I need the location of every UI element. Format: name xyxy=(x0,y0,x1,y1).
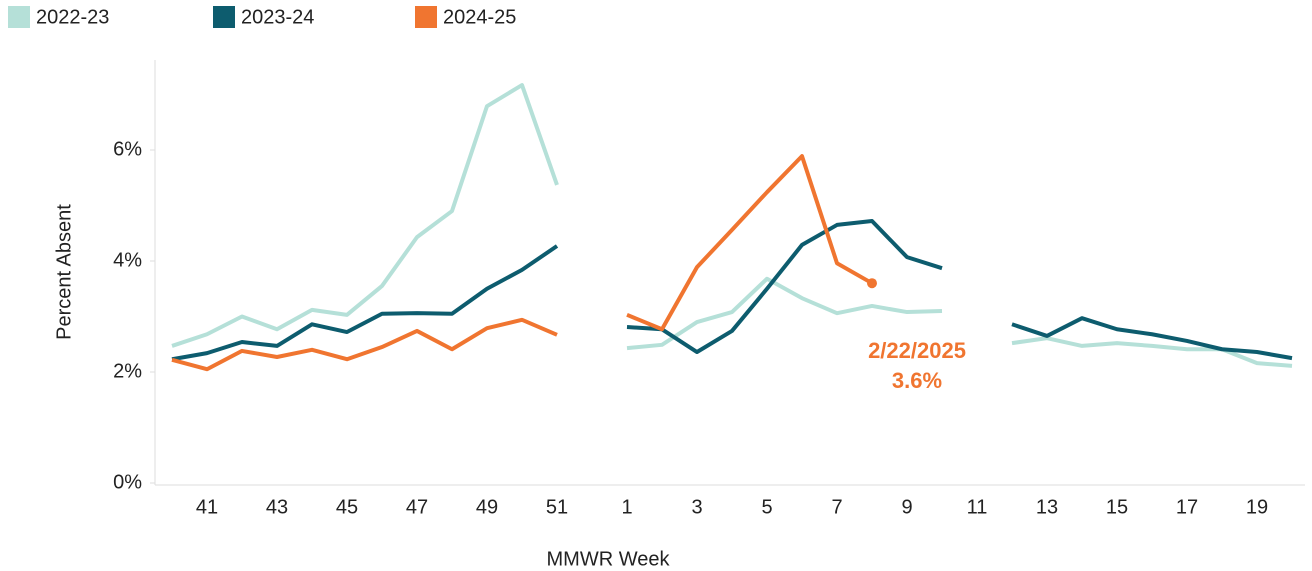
x-tick-label: 15 xyxy=(1106,496,1128,518)
y-tick-label: 0% xyxy=(113,471,142,493)
legend-label: 2023-24 xyxy=(241,6,314,28)
x-tick-label: 19 xyxy=(1246,496,1268,518)
x-tick-label: 3 xyxy=(691,496,702,518)
x-tick-label: 13 xyxy=(1036,496,1058,518)
data-label: 3.6% xyxy=(892,368,942,393)
series-line xyxy=(171,219,1293,362)
y-axis-label: Percent Absent xyxy=(53,204,75,340)
y-tick-label: 4% xyxy=(113,249,142,271)
series-line xyxy=(171,83,1293,368)
x-tick-label: 11 xyxy=(967,496,988,518)
x-tick-label: 5 xyxy=(761,496,772,518)
x-tick-label: 51 xyxy=(546,496,568,518)
x-tick-label: 7 xyxy=(831,496,842,518)
legend-label: 2022-23 xyxy=(36,6,109,28)
x-tick-label: 9 xyxy=(901,496,912,518)
x-tick-label: 17 xyxy=(1176,496,1198,518)
x-tick-label: 43 xyxy=(266,496,288,518)
x-axis-label: MMWR Week xyxy=(547,548,671,570)
series-line xyxy=(171,154,873,372)
y-tick-label: 2% xyxy=(113,360,142,382)
annotation: 2/22/2025 xyxy=(868,338,966,363)
x-tick-label: 41 xyxy=(196,496,218,518)
end-point xyxy=(867,278,877,289)
x-tick-label: 47 xyxy=(406,496,428,518)
x-tick-label: 1 xyxy=(621,496,632,518)
legend-swatch xyxy=(213,6,235,28)
legend-swatch xyxy=(8,6,30,28)
legend-swatch xyxy=(415,6,437,28)
y-tick-label: 6% xyxy=(113,138,142,160)
x-tick-label: 49 xyxy=(476,496,498,518)
legend-label: 2024-25 xyxy=(443,6,516,28)
x-tick-label: 45 xyxy=(336,496,358,518)
